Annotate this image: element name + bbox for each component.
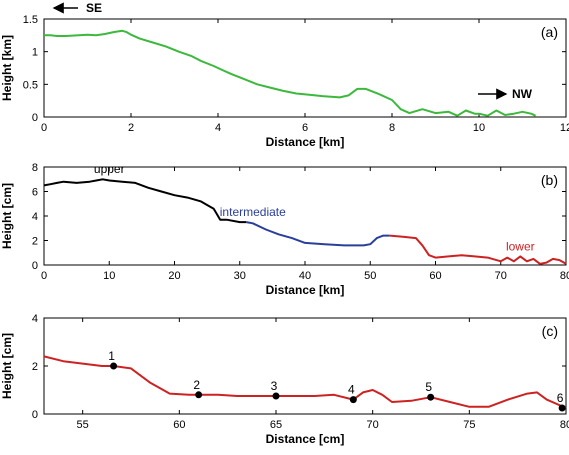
nw-label: NW <box>512 87 533 101</box>
x-axis-label: Distance [km] <box>266 135 345 149</box>
panel-tag: (b) <box>541 172 558 188</box>
y-tick-label: 0 <box>32 112 38 124</box>
x-tick-label: 40 <box>299 270 311 282</box>
marker-point-label: 2 <box>193 378 200 392</box>
x-tick-label: 80 <box>560 270 569 282</box>
se-label: SE <box>86 1 102 15</box>
x-tick-label: 60 <box>173 419 185 431</box>
marker-point-label: 3 <box>271 379 278 393</box>
y-tick-label: 0 <box>32 260 38 272</box>
marker-point <box>272 392 280 400</box>
plot-frame <box>43 18 567 118</box>
marker-point <box>195 391 203 399</box>
marker-point <box>349 396 357 404</box>
series-line-intermediate <box>246 221 390 247</box>
marker-point-label: 6 <box>557 391 564 405</box>
y-tick-label: 8 <box>32 162 38 174</box>
y-tick-label: 6 <box>32 187 38 199</box>
y-tick-label: 4 <box>32 211 38 223</box>
x-tick-label: 6 <box>302 122 308 134</box>
x-tick-label: 75 <box>463 419 475 431</box>
x-tick-label: 8 <box>389 122 395 134</box>
y-tick-label: 1 <box>32 47 38 59</box>
marker-point <box>558 404 566 412</box>
panel-b: 0 10 20 30 40 50 60 70 80 0 2 4 6 8 Distance [km] Heigh… <box>0 162 569 297</box>
panel-tag: (a) <box>541 24 558 40</box>
marker-point <box>427 393 435 401</box>
marker-point-label: 4 <box>348 383 355 397</box>
marker-point-label: 5 <box>425 380 432 394</box>
x-axis-label: Distance [cm] <box>266 432 345 446</box>
x-tick-label: 0 <box>41 270 47 282</box>
x-tick-label: 60 <box>429 270 441 282</box>
y-tick-label: 2 <box>32 236 38 248</box>
y-tick-label: 2 <box>32 361 38 373</box>
x-tick-label: 65 <box>270 419 282 431</box>
y-axis-label: Height [cm] <box>0 183 14 249</box>
series-label-lower: lower <box>506 239 535 253</box>
y-axis-label: Height [km] <box>0 35 14 101</box>
series-line-lower <box>389 234 567 265</box>
x-tick-label: 70 <box>367 419 379 431</box>
panel-c: 556065707580024Distance [cm]Height [cm](… <box>0 313 569 446</box>
x-tick-label: 4 <box>215 122 221 134</box>
x-tick-label: 10 <box>103 270 115 282</box>
x-tick-label: 80 <box>560 419 569 431</box>
marker-point-label: 1 <box>108 349 115 363</box>
series-line <box>44 29 537 117</box>
x-tick-label: 12 <box>560 122 569 134</box>
x-tick-label: 20 <box>168 270 180 282</box>
marker-point <box>110 362 118 370</box>
x-tick-label: 10 <box>473 122 485 134</box>
y-tick-label: 1.5 <box>23 14 38 26</box>
series-label-intermediate: intermediate <box>220 205 286 219</box>
y-axis-label: Height [cm] <box>0 333 14 399</box>
series-line-upper <box>43 178 247 224</box>
x-tick-label: 50 <box>364 270 376 282</box>
x-tick-label: 2 <box>128 122 134 134</box>
x-tick-label: 0 <box>41 122 47 134</box>
series-label-upper: upper <box>94 162 125 176</box>
plot-frame <box>43 317 567 415</box>
x-tick-label: 55 <box>77 419 89 431</box>
y-tick-label: 0.5 <box>23 79 38 91</box>
series-line <box>43 355 567 409</box>
x-tick-label: 70 <box>495 270 507 282</box>
x-tick-label: 30 <box>234 270 246 282</box>
panel-tag: (c) <box>542 323 558 339</box>
panel-a: 0 2 4 6 8 10 12 0 0.5 1 1.5 Distance [km] Height [km… <box>0 1 569 149</box>
y-tick-label: 0 <box>32 409 38 421</box>
x-axis-label: Distance [km] <box>266 283 345 297</box>
y-tick-label: 4 <box>32 313 38 325</box>
